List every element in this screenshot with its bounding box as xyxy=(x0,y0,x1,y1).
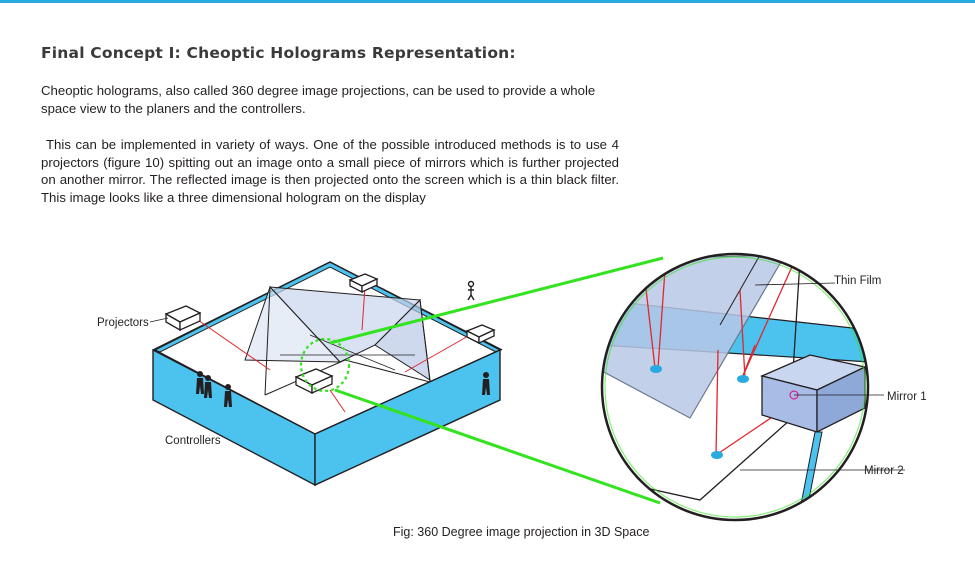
projection-beams xyxy=(194,286,471,413)
projectors-leader xyxy=(149,317,169,323)
figure-caption: Fig: 360 Degree image projection in 3D S… xyxy=(393,525,650,539)
zoom-detail xyxy=(602,254,868,520)
callout-lines xyxy=(329,256,664,505)
section-heading: Final Concept I: Cheoptic Holograms Repr… xyxy=(41,44,516,62)
projector-left xyxy=(164,305,202,332)
projectors-label: Projectors xyxy=(97,317,149,329)
zoom-circle-outline xyxy=(600,252,870,522)
hologram-figure: Projectors Controllers xyxy=(97,252,927,522)
controller-figures xyxy=(196,280,490,407)
mirror1-label: Mirror 1 xyxy=(887,391,927,403)
method-paragraph: This can be implemented in variety of wa… xyxy=(41,137,619,205)
highlight-circle xyxy=(299,337,351,393)
intro-paragraph: Cheoptic holograms, also called 360 degr… xyxy=(41,83,596,116)
thin-film-label: Thin Film xyxy=(834,275,881,287)
projector-right xyxy=(465,324,496,345)
controllers-label: Controllers xyxy=(165,435,221,447)
mirror-box xyxy=(760,354,867,434)
top-accent-rule xyxy=(0,0,975,3)
mirror2-label: Mirror 2 xyxy=(864,465,904,477)
projector-back xyxy=(348,273,379,294)
